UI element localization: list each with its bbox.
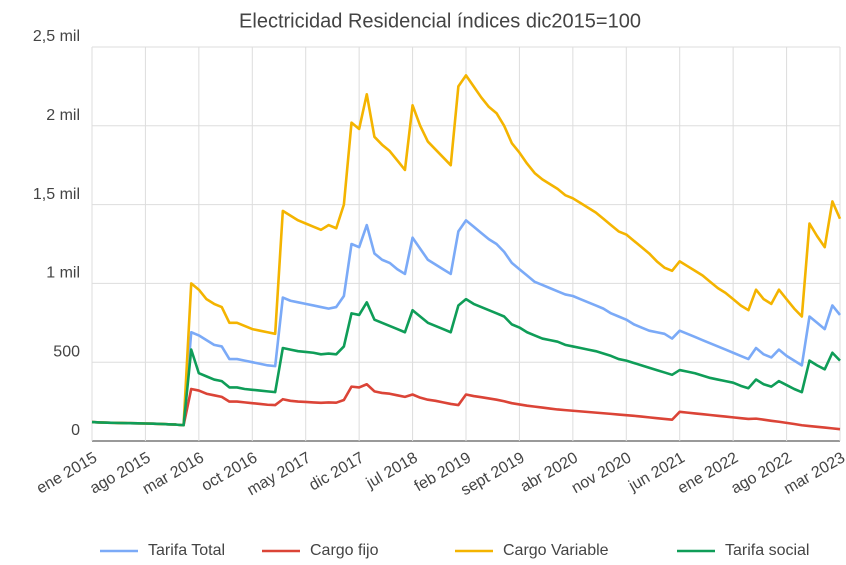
y-tick-label: 1,5 mil [33, 186, 80, 203]
y-tick-label: 1 mil [46, 265, 80, 282]
series-line [91, 219, 842, 427]
y-tick-label: 500 [53, 343, 80, 360]
legend-label: Cargo Variable [503, 542, 609, 559]
legend-label: Cargo fijo [310, 542, 379, 559]
legend-label: Tarifa Total [148, 542, 225, 559]
y-tick-label: 2 mil [46, 107, 80, 124]
series-line [91, 74, 842, 427]
series-line [91, 297, 841, 427]
y-tick-label: 0 [71, 422, 80, 439]
series-line [91, 382, 841, 431]
chart-title: Electricidad Residencial índices dic2015… [239, 10, 641, 32]
legend-label: Tarifa social [725, 542, 809, 559]
y-tick-label: 2,5 mil [33, 28, 80, 45]
